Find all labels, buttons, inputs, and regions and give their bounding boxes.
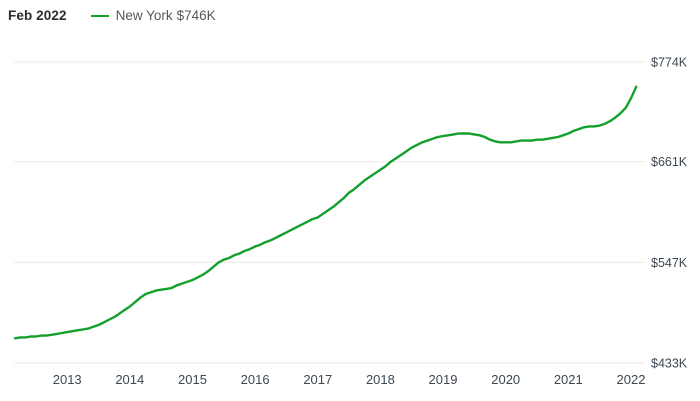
x-axis-tick-label: 2022: [617, 372, 646, 387]
x-axis-tick-label: 2013: [53, 372, 82, 387]
x-axis-tick-label: 2014: [115, 372, 144, 387]
series-line-new-york: [13, 85, 638, 340]
y-axis-tick-label: $547K: [651, 256, 688, 270]
x-axis-tick-label: 2015: [178, 372, 207, 387]
x-axis-tick-label: 2020: [491, 372, 520, 387]
legend-item-new-york[interactable]: New York $746K: [90, 8, 216, 23]
x-axis-tick-label: 2016: [241, 372, 270, 387]
x-axis-tick-label: 2021: [554, 372, 583, 387]
x-axis-tick-label: 2017: [303, 372, 332, 387]
legend-line-swatch: [90, 14, 109, 17]
x-axis-tick-label: 2019: [429, 372, 458, 387]
chart-header: Feb 2022 New York $746K: [8, 8, 216, 23]
x-axis-tick-label: 2018: [366, 372, 395, 387]
date-label: Feb 2022: [8, 8, 67, 23]
y-axis-tick-label: $661K: [651, 155, 688, 169]
y-axis-tick-label: $774K: [651, 56, 688, 70]
y-axis-tick-label: $433K: [651, 357, 688, 371]
legend-series-name: New York: [115, 8, 173, 23]
legend-series-value: $746K: [176, 8, 216, 23]
